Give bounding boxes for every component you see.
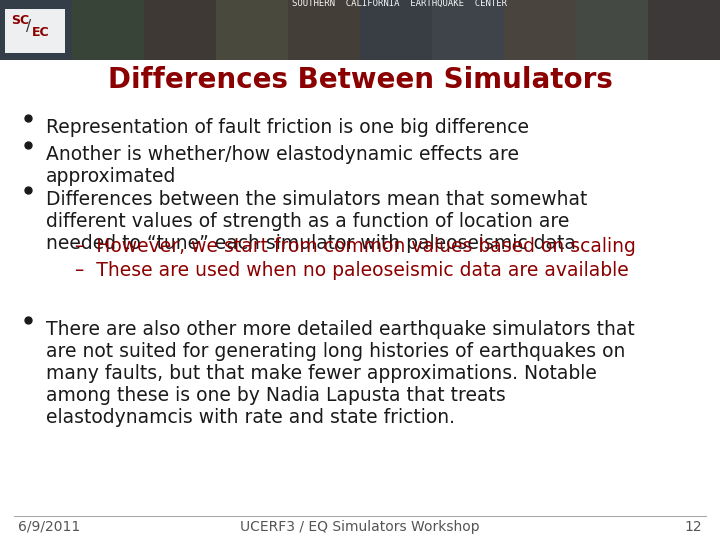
Bar <box>288 0 360 60</box>
Bar <box>576 0 648 60</box>
Text: Another is whether/how elastodynamic effects are
approximated: Another is whether/how elastodynamic eff… <box>46 145 519 186</box>
Text: –  These are used when no paleoseismic data are available: – These are used when no paleoseismic da… <box>75 261 629 280</box>
Text: EC: EC <box>32 26 50 39</box>
Text: 12: 12 <box>685 520 702 534</box>
Bar <box>504 0 576 60</box>
Bar <box>72 0 144 60</box>
Bar <box>432 0 504 60</box>
Text: There are also other more detailed earthquake simulators that
are not suited for: There are also other more detailed earth… <box>46 320 635 427</box>
Bar <box>648 0 720 60</box>
Bar <box>0 0 720 60</box>
Text: SOUTHERN  CALIFORNIA  EARTHQUAKE  CENTER: SOUTHERN CALIFORNIA EARTHQUAKE CENTER <box>292 0 508 8</box>
Text: UCERF3 / EQ Simulators Workshop: UCERF3 / EQ Simulators Workshop <box>240 520 480 534</box>
Bar <box>216 0 288 60</box>
Text: SC: SC <box>11 15 29 28</box>
Bar <box>0 0 72 60</box>
Bar <box>0 0 720 60</box>
Text: Representation of fault friction is one big difference: Representation of fault friction is one … <box>46 118 529 137</box>
Text: 6/9/2011: 6/9/2011 <box>18 520 80 534</box>
Bar <box>5 9 65 53</box>
Text: Differences between the simulators mean that somewhat
different values of streng: Differences between the simulators mean … <box>46 190 588 253</box>
Text: –  However, we start from common values based on scaling: – However, we start from common values b… <box>75 237 636 256</box>
Text: Differences Between Simulators: Differences Between Simulators <box>107 66 613 94</box>
Text: /: / <box>26 19 31 35</box>
Bar <box>144 0 216 60</box>
Bar <box>360 0 432 60</box>
